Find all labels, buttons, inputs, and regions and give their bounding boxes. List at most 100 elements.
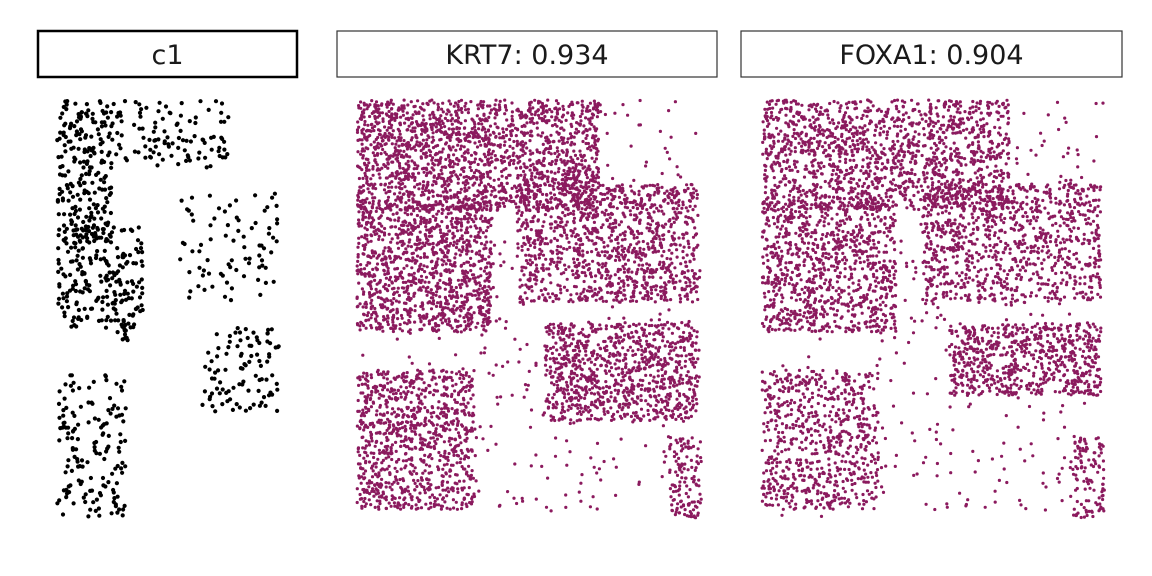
point-krt7 xyxy=(596,251,600,255)
point-krt7 xyxy=(529,152,533,156)
point-krt7 xyxy=(492,186,496,190)
point-krt7 xyxy=(356,150,360,154)
point-krt7 xyxy=(553,236,557,241)
point-krt7 xyxy=(525,235,530,239)
point-krt7 xyxy=(397,161,402,166)
point-c1 xyxy=(123,438,128,443)
point-krt7 xyxy=(626,258,631,262)
point-c1 xyxy=(59,154,64,159)
point-krt7 xyxy=(673,186,677,190)
point-krt7 xyxy=(623,233,627,237)
point-krt7 xyxy=(594,247,598,251)
point-c1 xyxy=(85,314,90,319)
point-c1 xyxy=(140,285,145,290)
point-krt7 xyxy=(429,288,433,292)
point-c1 xyxy=(115,330,120,335)
point-c1 xyxy=(104,288,109,293)
point-krt7 xyxy=(578,114,583,119)
point-krt7 xyxy=(473,151,477,155)
point-c1 xyxy=(112,496,117,501)
point-krt7 xyxy=(382,231,387,235)
point-krt7 xyxy=(486,182,491,186)
point-c1 xyxy=(222,139,227,144)
point-c1 xyxy=(78,404,83,409)
point-krt7 xyxy=(439,272,443,276)
point-krt7 xyxy=(488,169,492,173)
point-krt7 xyxy=(434,200,438,204)
point-krt7 xyxy=(435,176,439,181)
point-krt7 xyxy=(543,287,547,291)
point-krt7 xyxy=(487,316,491,320)
point-krt7 xyxy=(463,231,468,235)
point-krt7 xyxy=(372,225,376,229)
point-krt7 xyxy=(606,212,611,217)
point-krt7 xyxy=(432,163,436,167)
point-krt7 xyxy=(519,213,524,217)
point-c1 xyxy=(114,381,119,386)
point-c1 xyxy=(108,318,114,323)
point-krt7 xyxy=(651,240,656,244)
point-krt7 xyxy=(385,134,389,138)
point-krt7 xyxy=(476,233,480,237)
point-krt7 xyxy=(459,98,464,102)
point-c1 xyxy=(157,100,162,105)
point-krt7 xyxy=(637,240,641,244)
point-krt7 xyxy=(685,294,689,298)
point-c1 xyxy=(64,226,69,231)
point-c1 xyxy=(109,161,114,166)
points-krt7 xyxy=(355,98,703,520)
point-krt7 xyxy=(381,119,385,123)
point-krt7 xyxy=(432,179,436,183)
point-krt7 xyxy=(623,246,627,251)
point-krt7 xyxy=(469,225,473,229)
point-c1 xyxy=(166,144,171,149)
point-c1 xyxy=(62,396,67,401)
point-krt7 xyxy=(694,290,699,294)
point-krt7 xyxy=(669,188,673,192)
point-krt7 xyxy=(646,266,650,271)
point-krt7 xyxy=(411,126,415,130)
point-c1 xyxy=(70,388,75,393)
point-krt7 xyxy=(518,188,522,192)
point-c1 xyxy=(216,149,221,154)
point-krt7 xyxy=(695,245,699,249)
point-krt7 xyxy=(579,298,584,302)
point-c1 xyxy=(208,223,213,228)
point-krt7 xyxy=(568,102,573,107)
point-c1 xyxy=(263,265,268,270)
point-krt7 xyxy=(402,149,406,153)
point-c1 xyxy=(109,165,114,170)
point-krt7 xyxy=(469,100,473,104)
point-krt7 xyxy=(486,141,491,145)
point-krt7 xyxy=(429,260,433,264)
point-krt7 xyxy=(524,227,528,231)
point-krt7 xyxy=(517,217,521,221)
point-krt7 xyxy=(582,212,587,216)
point-krt7 xyxy=(555,205,559,209)
point-krt7 xyxy=(584,116,588,120)
point-krt7 xyxy=(390,302,394,306)
point-krt7 xyxy=(638,220,642,224)
point-krt7 xyxy=(385,287,389,291)
point-krt7 xyxy=(599,276,604,280)
point-krt7 xyxy=(447,319,451,324)
point-krt7 xyxy=(383,300,387,304)
point-krt7 xyxy=(581,327,585,331)
point-krt7 xyxy=(405,111,409,115)
point-krt7 xyxy=(607,189,611,193)
point-krt7 xyxy=(659,289,663,293)
point-krt7 xyxy=(362,111,366,115)
point-krt7 xyxy=(471,276,475,280)
point-krt7 xyxy=(599,327,603,331)
point-c1 xyxy=(151,150,156,155)
point-krt7 xyxy=(591,183,595,188)
point-krt7 xyxy=(477,230,481,234)
point-krt7 xyxy=(498,143,502,147)
point-krt7 xyxy=(486,291,490,295)
point-krt7 xyxy=(541,142,545,146)
point-krt7 xyxy=(360,321,364,325)
point-c1 xyxy=(187,119,192,124)
point-krt7 xyxy=(462,316,466,320)
point-krt7 xyxy=(358,185,362,189)
point-krt7 xyxy=(578,295,582,299)
